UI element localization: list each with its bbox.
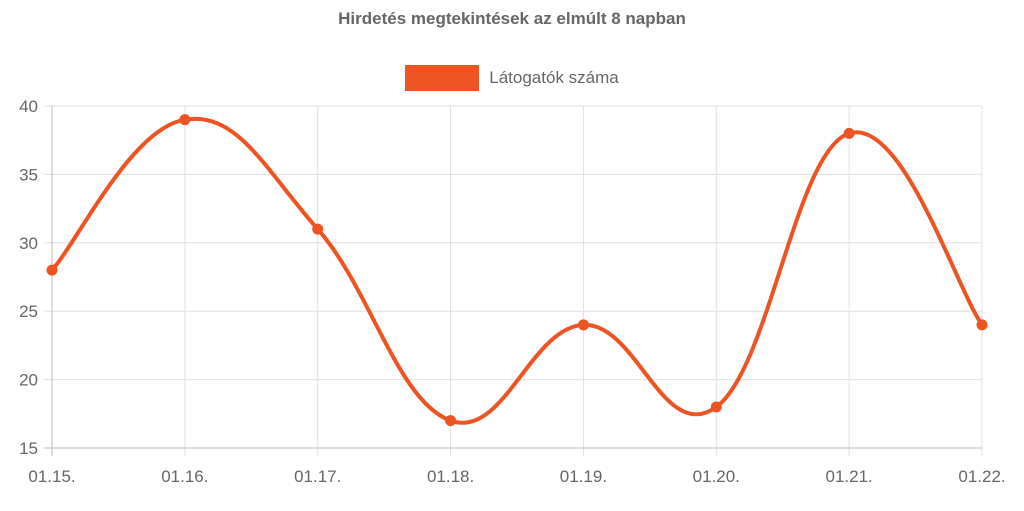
legend[interactable]: Látogatók száma bbox=[0, 65, 1024, 91]
data-points bbox=[46, 114, 988, 427]
y-tick-label: 20 bbox=[19, 371, 38, 390]
y-tick-label: 15 bbox=[19, 439, 38, 458]
x-tick-label: 01.19. bbox=[560, 467, 607, 486]
data-point[interactable] bbox=[976, 319, 988, 331]
data-point[interactable] bbox=[312, 223, 324, 235]
x-tick-label: 01.15. bbox=[28, 467, 75, 486]
y-tick-label: 35 bbox=[19, 165, 38, 184]
x-axis-tick-labels: 01.15. 01.16. 01.17. 01.18. 01.19. 01.20. 01.2… bbox=[28, 467, 1005, 486]
x-tick-label: 01.20. bbox=[693, 467, 740, 486]
data-point[interactable] bbox=[179, 114, 191, 126]
series-line bbox=[50, 116, 984, 425]
data-point[interactable] bbox=[46, 264, 58, 276]
data-point[interactable] bbox=[843, 127, 855, 139]
axes bbox=[44, 106, 982, 456]
y-axis-tick-labels: 15 20 25 30 35 40 bbox=[19, 97, 38, 458]
data-point[interactable] bbox=[710, 401, 722, 413]
legend-swatch[interactable] bbox=[405, 65, 480, 91]
data-point[interactable] bbox=[577, 319, 589, 331]
x-tick-label: 01.18. bbox=[427, 467, 474, 486]
data-point[interactable] bbox=[445, 415, 457, 427]
y-tick-label: 40 bbox=[19, 97, 38, 116]
x-tick-label: 01.22. bbox=[958, 467, 1005, 486]
x-tick-label: 01.17. bbox=[294, 467, 341, 486]
y-tick-label: 30 bbox=[19, 234, 38, 253]
y-tick-label: 25 bbox=[19, 302, 38, 321]
chart-title: Hirdetés megtekintések az elmúlt 8 napba… bbox=[338, 9, 686, 28]
grid-lines bbox=[44, 105, 983, 456]
legend-label[interactable]: Látogatók száma bbox=[489, 68, 619, 87]
series-group bbox=[50, 116, 984, 425]
x-tick-label: 01.21. bbox=[826, 467, 873, 486]
x-tick-label: 01.16. bbox=[161, 467, 208, 486]
